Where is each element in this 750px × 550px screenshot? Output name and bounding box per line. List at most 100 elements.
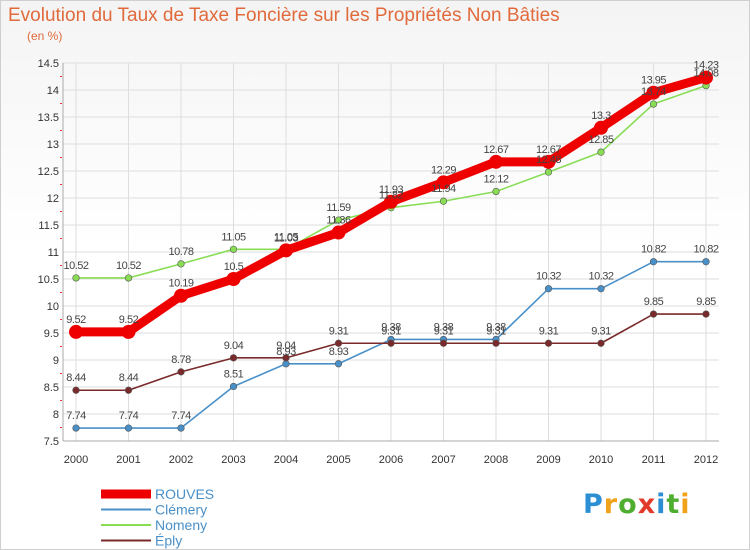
unit-label: (en %) <box>27 29 63 43</box>
data-point <box>387 339 395 347</box>
data-label: 11.36 <box>326 215 351 227</box>
data-point <box>331 225 346 240</box>
data-label: 9.85 <box>644 296 664 308</box>
data-point <box>439 197 448 205</box>
data-point <box>436 175 451 190</box>
x-tick-label: 2007 <box>431 454 455 466</box>
data-label: 10.52 <box>116 260 141 272</box>
data-label: 10.82 <box>641 244 666 256</box>
data-point <box>492 339 500 347</box>
y-tick-label: 8 <box>53 409 59 421</box>
data-point <box>229 382 238 391</box>
data-point <box>177 424 185 432</box>
data-label: 12.29 <box>431 164 456 176</box>
data-label: 10.52 <box>63 260 88 272</box>
data-label: 13.3 <box>591 110 611 122</box>
data-point <box>702 310 710 318</box>
data-label: 9.31 <box>329 325 349 337</box>
data-point <box>646 85 661 100</box>
data-point <box>282 354 290 362</box>
data-label: 13.95 <box>641 75 666 87</box>
data-label: 9.31 <box>539 325 559 337</box>
data-point <box>649 100 658 108</box>
data-point <box>649 310 658 318</box>
x-tick-label: 2002 <box>169 454 193 466</box>
data-label: 8.78 <box>171 354 191 366</box>
legend-entry: ROUVES <box>155 486 214 502</box>
data-point <box>121 324 136 339</box>
data-label: 9.31 <box>486 325 506 337</box>
data-point <box>72 424 80 432</box>
data-point <box>229 245 238 253</box>
data-point <box>124 274 133 282</box>
data-point <box>541 154 556 169</box>
data-label: 11.82 <box>379 190 404 202</box>
data-label: 10.32 <box>536 271 561 283</box>
data-point <box>334 216 343 224</box>
data-label: 13.74 <box>641 86 666 98</box>
y-tick-label: 14 <box>47 85 59 97</box>
data-point <box>72 274 80 282</box>
x-tick-label: 2010 <box>589 454 613 466</box>
y-tick-label: 9.5 <box>44 328 59 340</box>
x-tick-label: 2012 <box>694 454 718 466</box>
data-label: 8.44 <box>66 372 86 384</box>
legend-entry: Clémery <box>155 502 207 518</box>
data-label: 8.51 <box>224 368 244 380</box>
data-point <box>384 194 398 209</box>
data-label: 12.67 <box>536 144 561 156</box>
data-label: 10.19 <box>168 278 193 290</box>
data-label: 12.12 <box>483 174 508 186</box>
x-tick-label: 2009 <box>536 454 560 466</box>
y-tick-label: 14.5 <box>38 58 59 70</box>
data-point <box>492 187 500 196</box>
y-tick-label: 12.5 <box>38 166 59 178</box>
data-point <box>69 324 83 339</box>
data-point <box>544 168 553 176</box>
y-tick-label: 9 <box>53 355 59 367</box>
data-label: 8.93 <box>329 346 349 358</box>
data-label: 9.85 <box>696 296 716 308</box>
data-label: 9.31 <box>434 325 454 337</box>
data-label: 9.38 <box>381 321 401 333</box>
data-label: 11.03 <box>274 232 299 244</box>
data-point <box>544 285 553 293</box>
x-tick-label: 2003 <box>221 454 245 466</box>
data-label: 12.48 <box>536 154 561 166</box>
data-point <box>334 360 343 368</box>
data-label: 9.04 <box>276 340 296 352</box>
data-point <box>594 120 608 135</box>
y-tick-label: 10.5 <box>38 274 59 286</box>
data-label: 14.08 <box>693 68 718 80</box>
chart-title: Evolution du Taux de Taxe Foncière sur l… <box>8 5 560 26</box>
x-tick-label: 2001 <box>116 454 140 466</box>
data-label: 10.82 <box>693 244 718 256</box>
data-point <box>597 148 605 156</box>
data-point <box>597 339 605 347</box>
data-point <box>702 258 710 266</box>
data-point <box>649 258 658 266</box>
proxiti-logo: Proxiti <box>583 489 691 520</box>
y-tick-label: 13.5 <box>38 112 59 124</box>
y-tick-label: 13 <box>47 139 59 151</box>
data-point <box>279 243 293 258</box>
data-point <box>282 360 290 368</box>
x-tick-label: 2000 <box>64 454 88 466</box>
data-label: 9.52 <box>119 314 139 326</box>
data-point <box>124 424 133 432</box>
data-label: 10.78 <box>168 246 193 258</box>
y-tick-label: 11 <box>48 247 59 259</box>
data-label: 14.23 <box>693 60 718 72</box>
data-label: 9.31 <box>591 325 611 337</box>
data-point <box>226 272 241 286</box>
y-tick-label: 7.5 <box>44 436 59 448</box>
data-label: 7.74 <box>171 410 191 422</box>
data-label: 7.74 <box>66 410 86 422</box>
y-tick-label: 8.5 <box>44 382 59 394</box>
data-label: 11.05 <box>274 231 299 243</box>
data-label: 10.5 <box>224 261 244 273</box>
data-label: 11.05 <box>221 231 246 243</box>
data-point <box>544 339 553 347</box>
data-label: 8.44 <box>119 372 139 384</box>
